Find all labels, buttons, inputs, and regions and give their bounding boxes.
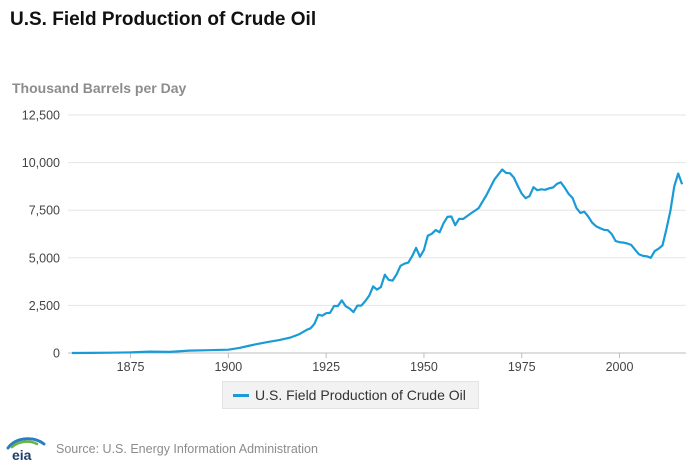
x-tick-label: 1925 <box>312 360 340 374</box>
source-note: Source: U.S. Energy Information Administ… <box>56 442 318 456</box>
y-tick-label: 5,000 <box>29 251 60 265</box>
chart-title: U.S. Field Production of Crude Oil <box>10 9 317 30</box>
x-axis-ticks: 1875 1900 1925 1950 1975 2000 <box>117 353 634 374</box>
legend-swatch <box>233 393 249 397</box>
series-layer <box>71 168 684 355</box>
y-axis-ticks: 0 2,500 5,000 7,500 10,000 12,500 <box>22 109 60 361</box>
series-line[interactable] <box>71 168 684 355</box>
eia-logo-icon: eia <box>6 437 46 462</box>
x-tick-label: 1900 <box>214 360 242 374</box>
footer: eia Source: U.S. Energy Information Admi… <box>6 436 318 462</box>
x-tick-label: 2000 <box>606 360 634 374</box>
x-tick-label: 1875 <box>117 360 145 374</box>
x-tick-label: 1950 <box>410 360 438 374</box>
y-tick-label: 7,500 <box>29 204 60 218</box>
legend-label: U.S. Field Production of Crude Oil <box>255 387 466 403</box>
y-tick-label: 10,000 <box>22 156 60 170</box>
y-tick-label: 0 <box>53 347 60 361</box>
svg-text:eia: eia <box>12 447 32 462</box>
y-axis-unit-label: Thousand Barrels per Day <box>12 80 187 96</box>
x-tick-label: 1975 <box>508 360 536 374</box>
y-tick-label: 12,500 <box>22 109 60 123</box>
chart-legend[interactable]: U.S. Field Production of Crude Oil <box>222 381 479 409</box>
y-tick-label: 2,500 <box>29 299 60 313</box>
grid-lines <box>68 114 686 354</box>
